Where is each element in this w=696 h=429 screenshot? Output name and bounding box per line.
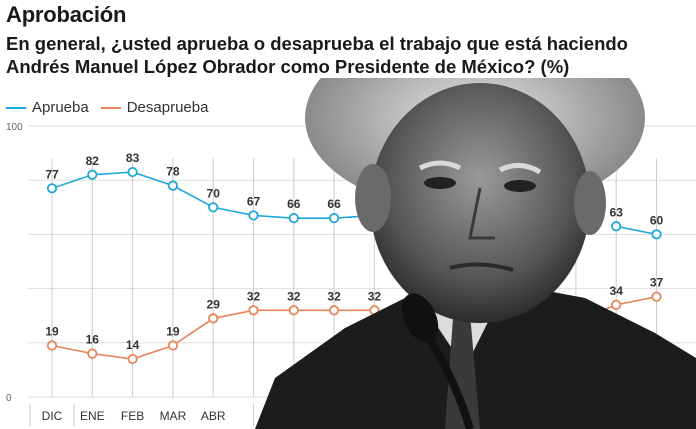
- x-tick-label: ENE: [80, 409, 105, 423]
- data-label-approve: 67: [247, 194, 261, 208]
- data-point-approve: [167, 180, 178, 191]
- data-label-approve: 60: [650, 213, 664, 227]
- data-label-approve: 63: [610, 205, 624, 219]
- data-point-disapprove: [127, 353, 138, 365]
- data-point-approve: [651, 229, 662, 240]
- data-point-disapprove: [288, 305, 299, 316]
- legend-label-disapprove: Desaprueba: [126, 99, 209, 116]
- data-label-approve: 70: [207, 186, 221, 200]
- legend-swatch-approve: [6, 106, 26, 109]
- y-tick-label: 100: [6, 122, 23, 133]
- data-label-approve: 78: [166, 165, 180, 179]
- data-label-disapprove: 16: [86, 333, 100, 347]
- chart-title: Aprobación: [6, 2, 127, 27]
- data-point-disapprove: [87, 348, 98, 359]
- x-tick-label: FEB: [121, 409, 144, 423]
- data-label-disapprove: 32: [368, 289, 382, 303]
- y-tick-label: 0: [6, 393, 12, 404]
- x-tick-label: ABR: [201, 409, 226, 423]
- x-tick-label: MAR: [160, 409, 187, 423]
- data-point-disapprove: [167, 340, 178, 351]
- data-point-disapprove: [651, 291, 662, 302]
- president-photo: [255, 78, 696, 429]
- data-label-disapprove: 29: [207, 297, 221, 311]
- data-point-approve: [248, 210, 259, 221]
- data-point-disapprove: [248, 305, 259, 316]
- data-point-disapprove: [208, 313, 219, 324]
- x-tick-label: DIC: [42, 409, 63, 423]
- x-axis-bracket: [29, 404, 254, 426]
- data-point-disapprove: [46, 340, 58, 351]
- survey-question: En general, ¿usted aprueba o desaprueba …: [6, 33, 628, 77]
- data-point-approve: [611, 221, 622, 232]
- data-point-disapprove: [328, 305, 340, 316]
- legend: Aprueba Desaprueba: [6, 99, 208, 116]
- data-point-approve: [46, 183, 58, 194]
- data-point-disapprove: [611, 299, 622, 310]
- legend-item-approve: Aprueba: [6, 99, 89, 116]
- data-label-disapprove: 14: [126, 338, 140, 352]
- data-label-approve: 82: [86, 154, 100, 168]
- data-label-disapprove: 19: [45, 325, 59, 339]
- data-label-disapprove: 19: [166, 325, 180, 339]
- data-label-disapprove: 32: [327, 289, 341, 303]
- legend-swatch-disapprove: [100, 106, 121, 109]
- data-point-approve: [208, 202, 219, 213]
- legend-label-approve: Aprueba: [32, 99, 89, 116]
- data-label-approve: 66: [327, 197, 341, 211]
- data-label-approve: 77: [45, 167, 59, 181]
- data-label-approve: 83: [126, 151, 140, 165]
- data-point-approve: [87, 169, 98, 180]
- data-point-approve: [288, 213, 299, 224]
- data-label-disapprove: 32: [287, 289, 301, 303]
- data-label-approve: 66: [287, 197, 301, 211]
- data-point-approve: [127, 166, 138, 178]
- legend-item-disapprove: Desaprueba: [100, 99, 209, 116]
- data-point-approve: [328, 213, 340, 224]
- data-label-disapprove: 34: [610, 284, 624, 298]
- data-label-disapprove: 32: [247, 289, 261, 303]
- data-label-disapprove: 37: [650, 276, 664, 290]
